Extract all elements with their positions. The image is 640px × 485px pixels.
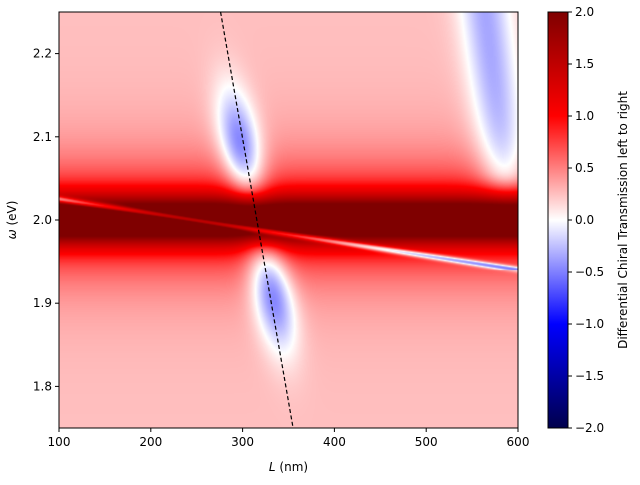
y-tick-label: 2.2 [33, 47, 52, 61]
x-tick-label: 600 [507, 435, 530, 449]
dashed-reference-line [219, 12, 294, 428]
x-tick-label: 400 [323, 435, 346, 449]
y-axis-label: ω (eV) [5, 201, 19, 240]
colorbar-tick-label: −0.5 [575, 265, 604, 279]
x-axis-label: L (nm) [269, 460, 308, 474]
colorbar-label: Differential Chiral Transmission left to… [616, 91, 630, 349]
colorbar-tick-label: 1.5 [575, 57, 594, 71]
y-tick-label: 2.0 [33, 213, 52, 227]
colorbar-tick-label: −1.0 [575, 317, 604, 331]
y-tick-label: 2.1 [33, 130, 52, 144]
x-tick-label: 100 [48, 435, 71, 449]
colorbar-tick-label: 2.0 [575, 5, 594, 19]
colorbar [547, 11, 569, 429]
colorbar-tick-label: −1.5 [575, 369, 604, 383]
heatmap-area [59, 12, 518, 428]
colorbar-tick-label: 0.5 [575, 161, 594, 175]
x-tick-label: 200 [139, 435, 162, 449]
y-tick-label: 1.8 [33, 379, 52, 393]
colorbar-tick-label: 1.0 [575, 109, 594, 123]
x-tick-label: 300 [231, 435, 254, 449]
y-tick-label: 1.9 [33, 296, 52, 310]
colorbar-tick-label: −2.0 [575, 421, 604, 435]
x-tick-label: 500 [415, 435, 438, 449]
colorbar-tick-label: 0.0 [575, 213, 594, 227]
